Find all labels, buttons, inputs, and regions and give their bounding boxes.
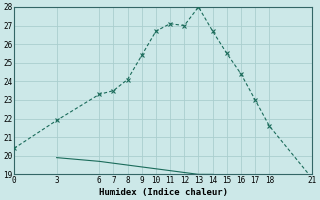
X-axis label: Humidex (Indice chaleur): Humidex (Indice chaleur) [99,188,228,197]
